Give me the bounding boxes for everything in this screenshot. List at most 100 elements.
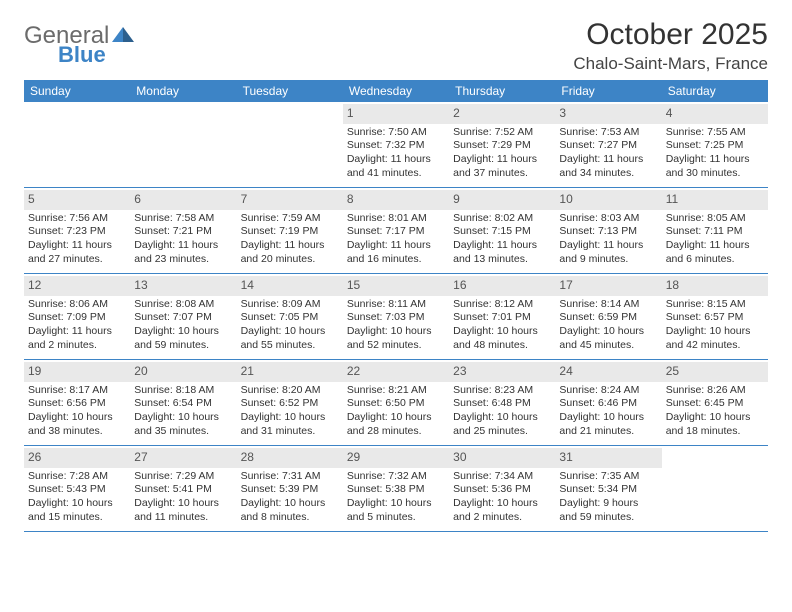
day-cell: . — [662, 446, 768, 531]
sunrise-text: Sunrise: 8:21 AM — [347, 384, 445, 398]
day-cell: 25Sunrise: 8:26 AMSunset: 6:45 PMDayligh… — [662, 360, 768, 445]
sunset-text: Sunset: 7:09 PM — [28, 311, 126, 325]
daylight-text: Daylight: 11 hours and 16 minutes. — [347, 239, 445, 266]
sunset-text: Sunset: 7:27 PM — [559, 139, 657, 153]
day-number: 1 — [343, 104, 449, 124]
weeks-container: ...1Sunrise: 7:50 AMSunset: 7:32 PMDayli… — [24, 102, 768, 532]
week-row: 12Sunrise: 8:06 AMSunset: 7:09 PMDayligh… — [24, 274, 768, 360]
sunset-text: Sunset: 6:56 PM — [28, 397, 126, 411]
daylight-text: Daylight: 10 hours and 11 minutes. — [134, 497, 232, 524]
day-number: 15 — [343, 276, 449, 296]
sunrise-text: Sunrise: 8:02 AM — [453, 212, 551, 226]
day-cell: 15Sunrise: 8:11 AMSunset: 7:03 PMDayligh… — [343, 274, 449, 359]
sunset-text: Sunset: 5:41 PM — [134, 483, 232, 497]
daylight-text: Daylight: 10 hours and 52 minutes. — [347, 325, 445, 352]
daylight-text: Daylight: 11 hours and 23 minutes. — [134, 239, 232, 266]
weekday-header: Saturday — [662, 80, 768, 102]
sunset-text: Sunset: 6:50 PM — [347, 397, 445, 411]
day-cell: 24Sunrise: 8:24 AMSunset: 6:46 PMDayligh… — [555, 360, 661, 445]
day-cell: 3Sunrise: 7:53 AMSunset: 7:27 PMDaylight… — [555, 102, 661, 187]
sunset-text: Sunset: 7:25 PM — [666, 139, 764, 153]
sunset-text: Sunset: 7:01 PM — [453, 311, 551, 325]
daylight-text: Daylight: 10 hours and 48 minutes. — [453, 325, 551, 352]
day-number: 18 — [662, 276, 768, 296]
logo-triangle-icon — [112, 27, 134, 45]
day-cell: 14Sunrise: 8:09 AMSunset: 7:05 PMDayligh… — [237, 274, 343, 359]
page-title: October 2025 — [573, 18, 768, 52]
weekday-header: Wednesday — [343, 80, 449, 102]
day-cell: 5Sunrise: 7:56 AMSunset: 7:23 PMDaylight… — [24, 188, 130, 273]
day-number: 5 — [24, 190, 130, 210]
day-number: 12 — [24, 276, 130, 296]
sunrise-text: Sunrise: 8:20 AM — [241, 384, 339, 398]
sunset-text: Sunset: 7:05 PM — [241, 311, 339, 325]
sunrise-text: Sunrise: 8:15 AM — [666, 298, 764, 312]
logo-block: General Blue — [24, 18, 134, 68]
weekday-header: Tuesday — [237, 80, 343, 102]
day-cell: 20Sunrise: 8:18 AMSunset: 6:54 PMDayligh… — [130, 360, 236, 445]
day-number: 31 — [555, 448, 661, 468]
daylight-text: Daylight: 10 hours and 42 minutes. — [666, 325, 764, 352]
logo-word2: Blue — [58, 42, 134, 68]
day-cell: 4Sunrise: 7:55 AMSunset: 7:25 PMDaylight… — [662, 102, 768, 187]
sunrise-text: Sunrise: 7:58 AM — [134, 212, 232, 226]
sunrise-text: Sunrise: 7:53 AM — [559, 126, 657, 140]
weekday-header: Thursday — [449, 80, 555, 102]
sunrise-text: Sunrise: 8:03 AM — [559, 212, 657, 226]
sunrise-text: Sunrise: 7:56 AM — [28, 212, 126, 226]
daylight-text: Daylight: 9 hours and 59 minutes. — [559, 497, 657, 524]
sunrise-text: Sunrise: 7:35 AM — [559, 470, 657, 484]
sunset-text: Sunset: 7:17 PM — [347, 225, 445, 239]
sunset-text: Sunset: 6:59 PM — [559, 311, 657, 325]
sunset-text: Sunset: 7:32 PM — [347, 139, 445, 153]
day-number: 17 — [555, 276, 661, 296]
sunrise-text: Sunrise: 8:01 AM — [347, 212, 445, 226]
week-row: 26Sunrise: 7:28 AMSunset: 5:43 PMDayligh… — [24, 446, 768, 532]
day-cell: 9Sunrise: 8:02 AMSunset: 7:15 PMDaylight… — [449, 188, 555, 273]
day-cell: 10Sunrise: 8:03 AMSunset: 7:13 PMDayligh… — [555, 188, 661, 273]
day-number: 24 — [555, 362, 661, 382]
day-number: 14 — [237, 276, 343, 296]
daylight-text: Daylight: 10 hours and 28 minutes. — [347, 411, 445, 438]
day-number: 3 — [555, 104, 661, 124]
daylight-text: Daylight: 11 hours and 41 minutes. — [347, 153, 445, 180]
day-cell: 17Sunrise: 8:14 AMSunset: 6:59 PMDayligh… — [555, 274, 661, 359]
day-cell: 19Sunrise: 8:17 AMSunset: 6:56 PMDayligh… — [24, 360, 130, 445]
weekday-header: Monday — [130, 80, 236, 102]
sunrise-text: Sunrise: 8:05 AM — [666, 212, 764, 226]
location: Chalo-Saint-Mars, France — [573, 54, 768, 74]
day-cell: 6Sunrise: 7:58 AMSunset: 7:21 PMDaylight… — [130, 188, 236, 273]
daylight-text: Daylight: 11 hours and 30 minutes. — [666, 153, 764, 180]
day-number: 26 — [24, 448, 130, 468]
daylight-text: Daylight: 10 hours and 31 minutes. — [241, 411, 339, 438]
sunset-text: Sunset: 7:07 PM — [134, 311, 232, 325]
daylight-text: Daylight: 11 hours and 20 minutes. — [241, 239, 339, 266]
weekday-header: Friday — [555, 80, 661, 102]
calendar: SundayMondayTuesdayWednesdayThursdayFrid… — [24, 80, 768, 532]
sunrise-text: Sunrise: 7:59 AM — [241, 212, 339, 226]
day-number: 22 — [343, 362, 449, 382]
day-cell: 29Sunrise: 7:32 AMSunset: 5:38 PMDayligh… — [343, 446, 449, 531]
sunset-text: Sunset: 6:48 PM — [453, 397, 551, 411]
daylight-text: Daylight: 10 hours and 25 minutes. — [453, 411, 551, 438]
day-cell: 12Sunrise: 8:06 AMSunset: 7:09 PMDayligh… — [24, 274, 130, 359]
day-cell: 21Sunrise: 8:20 AMSunset: 6:52 PMDayligh… — [237, 360, 343, 445]
daylight-text: Daylight: 10 hours and 45 minutes. — [559, 325, 657, 352]
sunrise-text: Sunrise: 7:52 AM — [453, 126, 551, 140]
sunset-text: Sunset: 7:11 PM — [666, 225, 764, 239]
sunrise-text: Sunrise: 8:18 AM — [134, 384, 232, 398]
sunrise-text: Sunrise: 8:12 AM — [453, 298, 551, 312]
week-row: ...1Sunrise: 7:50 AMSunset: 7:32 PMDayli… — [24, 102, 768, 188]
day-number: 11 — [662, 190, 768, 210]
day-number: 10 — [555, 190, 661, 210]
title-block: October 2025 Chalo-Saint-Mars, France — [573, 18, 768, 74]
day-number: 9 — [449, 190, 555, 210]
sunset-text: Sunset: 6:52 PM — [241, 397, 339, 411]
daylight-text: Daylight: 11 hours and 2 minutes. — [28, 325, 126, 352]
day-cell: 16Sunrise: 8:12 AMSunset: 7:01 PMDayligh… — [449, 274, 555, 359]
daylight-text: Daylight: 10 hours and 35 minutes. — [134, 411, 232, 438]
sunrise-text: Sunrise: 7:32 AM — [347, 470, 445, 484]
header: General Blue October 2025 Chalo-Saint-Ma… — [24, 18, 768, 74]
daylight-text: Daylight: 10 hours and 21 minutes. — [559, 411, 657, 438]
day-number: 27 — [130, 448, 236, 468]
